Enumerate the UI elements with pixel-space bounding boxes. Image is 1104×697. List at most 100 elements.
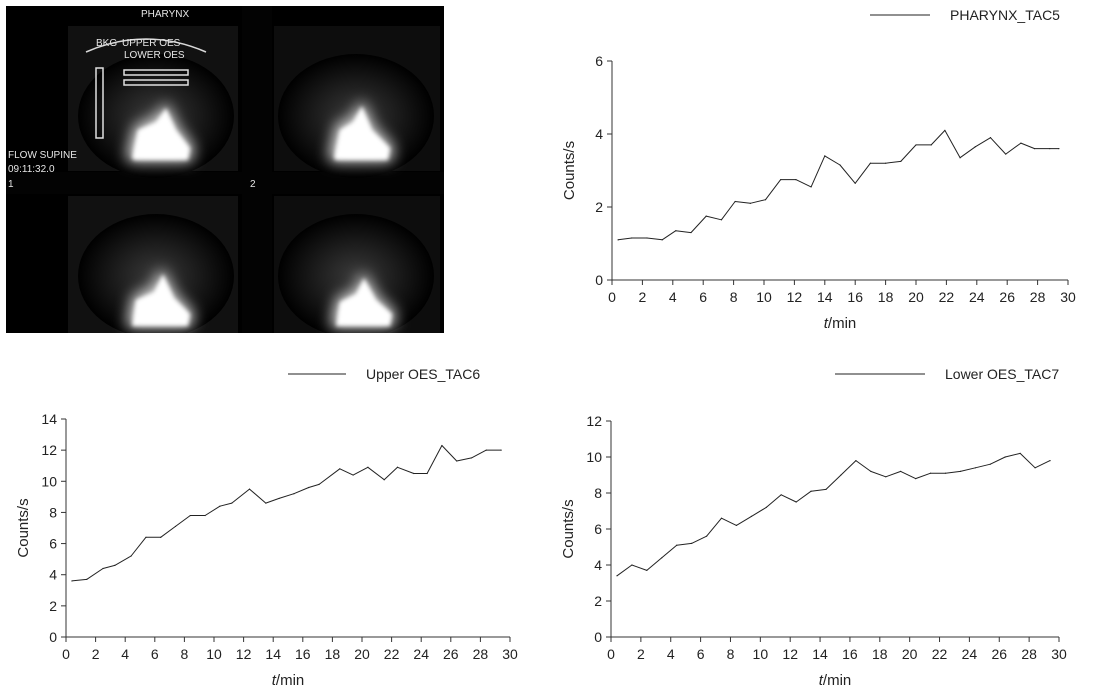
data-point [500, 449, 502, 451]
y-tick-label: 12 [586, 413, 602, 429]
data-point [824, 155, 826, 157]
data-point [1049, 148, 1051, 150]
data-point [145, 536, 147, 538]
x-tick-label: 12 [787, 289, 803, 305]
view-label: FLOW SUPINE [8, 150, 77, 161]
x-tick-label: 14 [265, 646, 281, 662]
y-tick-label: 4 [595, 126, 603, 142]
x-axis-label: t/min [272, 672, 305, 689]
data-point [734, 200, 736, 203]
data-point [825, 488, 827, 490]
frame-number-1: 1 [8, 179, 14, 190]
data-point [810, 490, 812, 492]
x-axis-label: t/min [824, 315, 857, 332]
x-axis-label: t/min [819, 672, 852, 689]
roi-upper-oes-box [123, 69, 189, 76]
x-tick-label: 10 [753, 646, 769, 662]
x-tick-label: 12 [782, 646, 798, 662]
series-line [618, 129, 1059, 241]
data-point [839, 164, 841, 166]
data-point [840, 474, 842, 476]
data-point [810, 186, 812, 188]
x-tick-label: 30 [502, 646, 518, 662]
x-tick-label: 28 [473, 646, 489, 662]
activity-blob-4 [336, 278, 392, 326]
data-point [102, 567, 104, 570]
data-point [1004, 456, 1006, 458]
series-line [616, 452, 1051, 577]
x-tick-label: 18 [878, 289, 894, 305]
data-point [1033, 148, 1036, 150]
x-tick-label: 30 [1051, 646, 1067, 662]
scan-title: PHARYNX [141, 9, 189, 20]
data-point [780, 494, 782, 496]
x-tick-label: 16 [842, 646, 858, 662]
data-point [735, 524, 738, 526]
data-point [265, 502, 267, 504]
x-tick-label: 24 [969, 289, 985, 305]
data-point [130, 555, 132, 557]
x-tick-label: 28 [1021, 646, 1037, 662]
x-tick-label: 14 [817, 289, 833, 305]
x-tick-label: 18 [872, 646, 888, 662]
frame-number-2: 2 [250, 179, 256, 190]
x-tick-label: 20 [902, 646, 918, 662]
x-tick-label: 26 [443, 646, 459, 662]
x-tick-label: 28 [1030, 289, 1046, 305]
data-point [160, 536, 162, 538]
roi-label-bkg: BKG [96, 38, 117, 49]
y-axis-label: Counts/s [15, 498, 32, 557]
data-point [189, 514, 191, 517]
data-point [616, 575, 618, 577]
scintigraphy-image: PHARYNX BKG UPPER OES LOWER OES FLOW SUP… [6, 6, 444, 333]
data-point [944, 472, 947, 474]
legend-label: Upper OES_TAC6 [366, 366, 480, 382]
activity-blob-2 [334, 106, 390, 160]
data-point [959, 157, 961, 159]
data-point [974, 146, 976, 148]
data-point [470, 457, 473, 459]
data-point [869, 162, 871, 164]
x-tick-label: 12 [236, 646, 252, 662]
data-point [352, 474, 354, 476]
data-point [646, 569, 648, 571]
data-point [854, 182, 856, 184]
data-point [278, 497, 280, 500]
x-tick-label: 6 [151, 646, 159, 662]
x-tick-label: 20 [354, 646, 370, 662]
x-tick-label: 4 [669, 289, 677, 305]
x-tick-label: 10 [206, 646, 222, 662]
y-tick-label: 0 [594, 629, 602, 645]
data-point [318, 483, 320, 485]
data-point [1058, 148, 1060, 150]
x-tick-label: 0 [608, 289, 616, 305]
x-tick-label: 24 [962, 646, 978, 662]
x-tick-label: 20 [908, 289, 924, 305]
legend-label: PHARYNX_TAC5 [950, 7, 1060, 23]
roi-bkg-box [95, 67, 104, 139]
data-point [661, 557, 663, 559]
data-point [675, 230, 677, 232]
y-axis-label: Counts/s [561, 141, 578, 200]
y-tick-label: 2 [49, 598, 57, 614]
x-tick-label: 24 [413, 646, 429, 662]
data-point [929, 472, 932, 474]
x-tick-label: 0 [607, 646, 615, 662]
y-tick-label: 14 [41, 411, 57, 427]
data-point [631, 564, 633, 566]
x-tick-label: 14 [812, 646, 828, 662]
y-tick-label: 2 [595, 199, 603, 215]
data-point [174, 525, 177, 528]
y-tick-label: 12 [41, 442, 57, 458]
data-point [915, 478, 917, 480]
x-tick-label: 8 [730, 289, 738, 305]
data-point [705, 215, 707, 217]
data-point [86, 578, 88, 580]
data-point [485, 449, 487, 451]
data-point [219, 505, 221, 507]
y-tick-label: 10 [586, 449, 602, 465]
x-tick-label: 2 [639, 289, 647, 305]
data-point [750, 515, 752, 517]
x-tick-label: 18 [325, 646, 341, 662]
data-point [441, 444, 443, 447]
